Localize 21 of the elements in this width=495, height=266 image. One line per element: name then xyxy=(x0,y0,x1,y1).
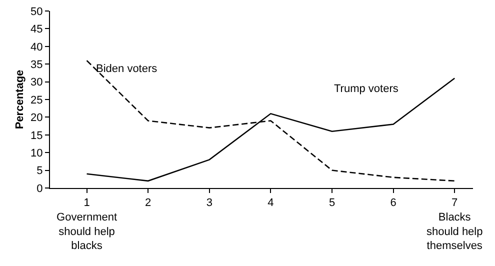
series-label: Trump voters xyxy=(334,83,399,95)
x-tick-label: 2 xyxy=(145,197,152,210)
y-tick-label: 15 xyxy=(30,130,43,142)
y-tick-label: 5 xyxy=(36,165,43,178)
y-tick-label: 10 xyxy=(30,147,43,160)
y-tick-label: 30 xyxy=(30,76,43,89)
y-tick-label: 45 xyxy=(30,24,43,36)
y-tick-label: 50 xyxy=(30,6,43,18)
y-tick-label: 40 xyxy=(30,41,43,54)
x-tick-label: 5 xyxy=(328,197,336,210)
y-tick-label: 35 xyxy=(30,58,43,71)
y-tick-label: 25 xyxy=(30,94,43,106)
y-tick-label: 0 xyxy=(36,182,43,195)
y-tick-label: 20 xyxy=(30,112,43,124)
series-label: Biden voters xyxy=(96,63,158,75)
y-axis-title: Percentage xyxy=(14,70,26,130)
x-tick-label: 7 Blacks should help themselves xyxy=(426,197,483,252)
x-tick-label: 6 xyxy=(390,197,396,210)
x-tick-label: 3 xyxy=(206,197,212,210)
x-tick-label: 4 xyxy=(268,197,274,210)
x-tick-label: 1 Government should help blacks xyxy=(56,197,118,252)
